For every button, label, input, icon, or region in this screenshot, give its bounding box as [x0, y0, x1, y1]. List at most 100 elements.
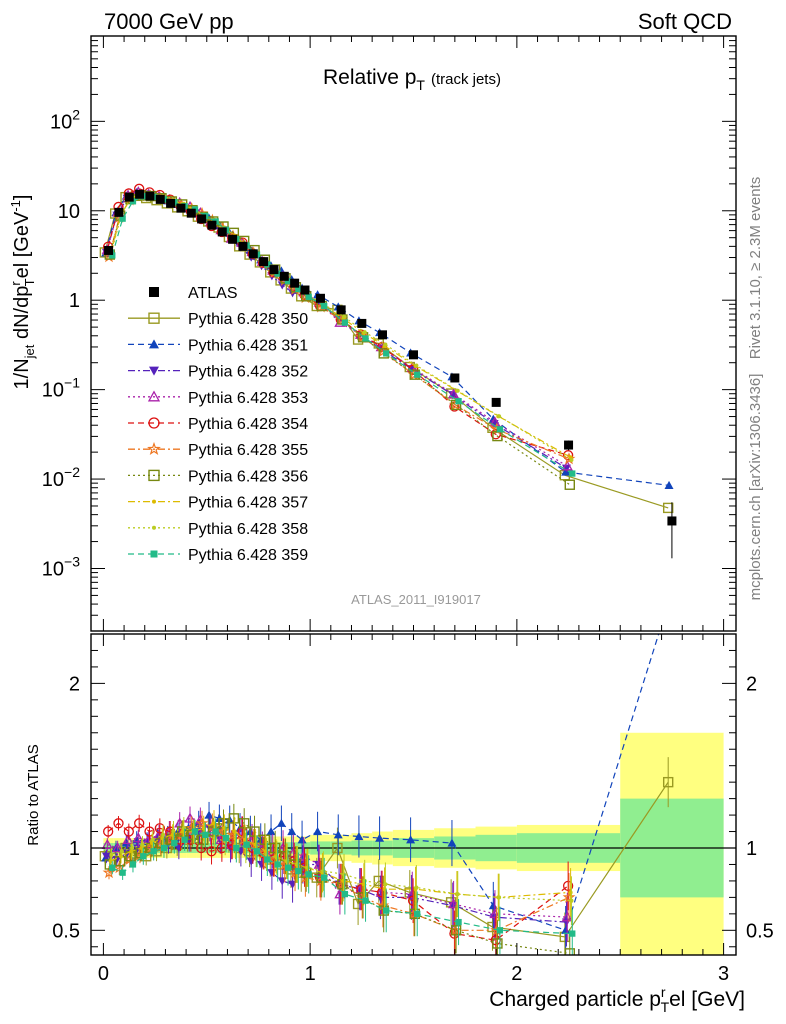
ratio-point-9-3 [140, 853, 147, 860]
data-point-17 [279, 271, 289, 281]
y-axis-label: 1/Njet dN/dprTel [GeV-1] [8, 195, 37, 390]
main-series-layer [99, 183, 677, 559]
legend-label-8: Pythia 6.428 358 [188, 521, 308, 538]
data-point-28 [667, 516, 677, 526]
ry-tick-label-right-0.5: 0.5 [746, 920, 774, 942]
ratio-line-6 [109, 817, 570, 954]
data-point-2 [124, 192, 134, 202]
data-point-15 [259, 257, 269, 267]
ratio-point-0-21 [332, 842, 343, 854]
ratio-point-9-0 [109, 864, 116, 871]
legend-marker-3 [147, 390, 161, 402]
main-series-9 [109, 193, 576, 477]
data-point-25 [450, 373, 460, 383]
legend-label-5: Pythia 6.428 355 [188, 442, 308, 459]
title-main: Relative p [323, 66, 416, 89]
data-point-12 [228, 234, 238, 244]
ratio-line-1 [105, 634, 660, 932]
legend-marker-7 [152, 499, 156, 504]
ratio-point-3-1 [112, 842, 124, 853]
ratio-point-6-26 [492, 938, 503, 949]
header-right: Soft QCD [638, 9, 732, 34]
data-point-0 [104, 245, 114, 255]
data-point-7 [176, 203, 186, 213]
main-point-9-22 [362, 335, 369, 342]
ratio-point-6-14 [249, 826, 260, 837]
data-point-16 [269, 265, 279, 275]
rivet-label: Rivet 3.1.10, ≥ 2.3M events [747, 177, 764, 360]
ratio-point-4-1 [113, 818, 124, 829]
ratio-point-9-10 [212, 828, 219, 835]
ratio-point-4-27 [562, 880, 574, 892]
ratio-series-8 [109, 817, 574, 926]
main-series-5 [102, 189, 576, 465]
ratio-point-9-22 [362, 897, 369, 904]
ratio-point-6-12 [228, 813, 240, 824]
ratio-point-1-19 [297, 835, 307, 844]
ratio-point-4-4 [144, 826, 155, 837]
main-point-8-27 [569, 458, 574, 463]
ratio-point-6-7 [176, 826, 188, 837]
title-sub: T [416, 77, 425, 93]
ratio-point-4-0 [103, 826, 114, 837]
header-left: 7000 GeV pp [104, 9, 234, 34]
ratio-point-8-0 [109, 852, 114, 857]
x-tick-label-3: 3 [718, 963, 729, 985]
legend-marker-5 [147, 441, 161, 456]
ratio-line-7 [110, 822, 571, 899]
ratio-line-8 [111, 827, 572, 902]
legend-marker-4 [148, 417, 160, 429]
analysis-id: ATLAS_2011_I919017 [351, 592, 481, 607]
data-series [104, 189, 677, 559]
legend-marker-1 [149, 339, 159, 349]
ratio-point-9-9 [202, 831, 209, 838]
ratio-point-9-21 [341, 890, 349, 898]
main-line-6 [109, 194, 571, 486]
main-series-6 [104, 190, 575, 490]
ratio-point-6-15 [259, 834, 271, 845]
ratio-point-1-28 [665, 597, 674, 605]
legend-label-6: Pythia 6.428 356 [188, 468, 308, 485]
legend-label-data: ATLAS [188, 285, 238, 302]
ry-tick-label-left-0.5: 0.5 [52, 920, 80, 942]
main-point-9-0 [109, 252, 116, 259]
legend: ATLAS Pythia 6.428 350 Pythia 6.428 351 Pyt… [128, 285, 308, 564]
ratio-point-3-3 [132, 832, 144, 843]
ry-tick-label-left-2: 2 [69, 673, 80, 695]
ry-tick-label-right-1: 1 [746, 838, 757, 860]
y-tick-label-0.1: 10−1 [42, 375, 80, 402]
ratio-point-6-13 [238, 818, 250, 829]
legend-marker-data [149, 287, 159, 297]
legend-marker-9 [150, 550, 158, 558]
data-point-3 [135, 189, 145, 199]
data-point-4 [145, 191, 155, 201]
main-point-4-27 [562, 450, 574, 461]
data-point-6 [166, 198, 176, 208]
ratio-point-4-2 [123, 826, 134, 837]
main-line-5 [108, 195, 570, 460]
data-point-21 [336, 305, 346, 315]
ratio-series-4 [103, 814, 574, 955]
x-tick-label-0: 0 [98, 963, 109, 985]
legend-marker-0 [148, 312, 160, 324]
legend-marker-6 [148, 469, 160, 482]
main-point-1-27 [561, 467, 571, 476]
ratio-point-4-3 [134, 818, 145, 829]
ratio-point-3-26 [489, 908, 501, 919]
ratio-point-5-9 [195, 816, 209, 829]
data-point-20 [315, 293, 325, 303]
x-tick-label-1: 1 [305, 963, 316, 985]
main-frame [90, 35, 737, 632]
legend-marker-8 [152, 525, 156, 530]
data-point-14 [248, 249, 258, 259]
main-point-9-1 [119, 215, 126, 222]
data-point-8 [186, 208, 196, 218]
ratio-point-8-3 [140, 842, 145, 847]
ratio-point-8-24 [414, 885, 419, 890]
data-point-19 [300, 285, 310, 295]
main-point-9-19 [305, 293, 312, 300]
ratio-point-3-8 [184, 812, 196, 823]
legend-label-0: Pythia 6.428 350 [188, 311, 308, 328]
ratio-point-5-27 [562, 890, 576, 903]
